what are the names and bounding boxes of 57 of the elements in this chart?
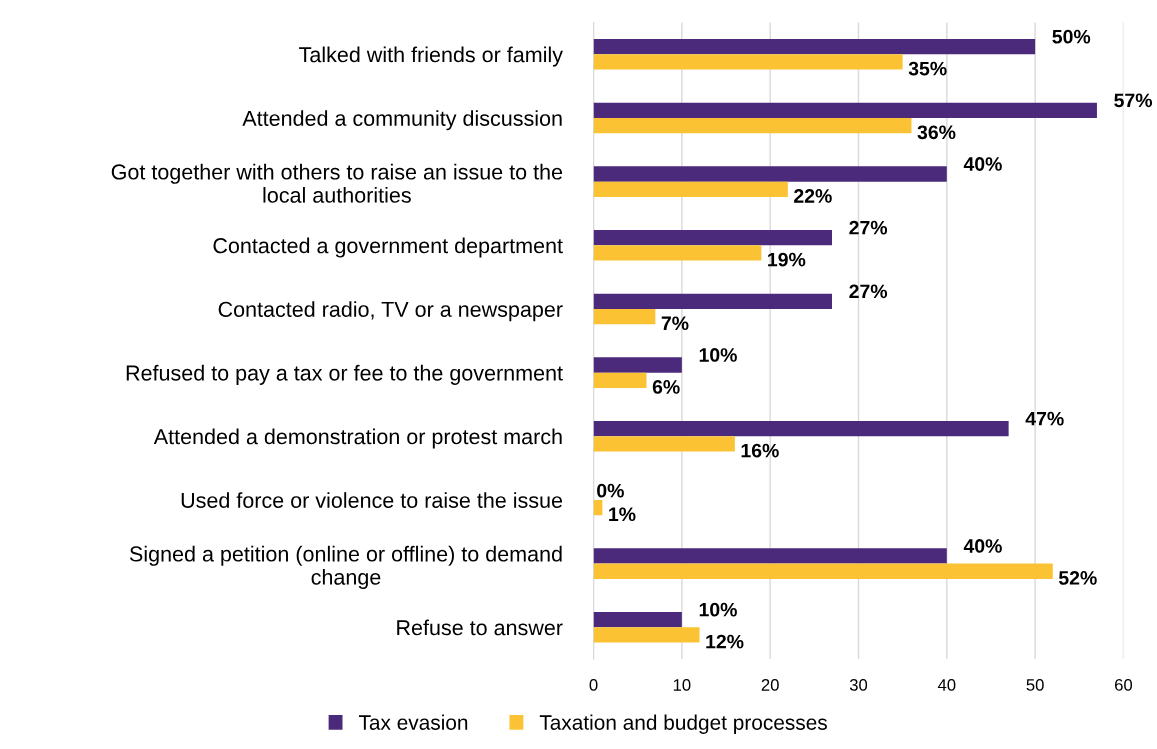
data-label: 12% [706,634,744,649]
bar [593,357,682,373]
y-tick-label: Refused to pay a tax or fee to the government [126,364,563,385]
y-tick-label: Talked with friends or family [299,46,563,67]
bar [593,308,656,325]
data-label: 27% [849,284,888,299]
y-tick-label: Got together with others to raise an issue to the local authorities [111,163,563,203]
data-label: 57% [1114,93,1153,108]
x-tick-label: 20 [761,679,779,691]
x-tick-label: 0 [589,679,598,691]
bar [593,548,947,564]
y-tick-label: Refuse to answer [397,619,563,636]
legend-label: Taxation and budget processes [539,714,827,734]
data-label: 6% [652,380,680,394]
y-tick-label: Attended a community discussion [242,110,562,131]
data-label: 47% [1025,411,1064,426]
bar [593,612,682,628]
data-label: 40% [963,539,1002,553]
bar [593,230,832,246]
bar [593,293,832,309]
data-label: 10% [699,602,737,617]
data-label: 40% [963,157,1002,171]
data-label: 7% [661,316,689,331]
data-label: 0% [597,483,624,498]
x-tick-label: 40 [937,679,956,691]
bar [593,372,647,388]
bar [593,117,912,134]
bar [593,181,788,197]
bar [593,166,947,182]
bar [593,627,700,643]
y-tick-label: Attended a demonstration or protest march [153,428,562,449]
y-tick-label: Contacted radio, TV or a newspaper [218,301,563,322]
bar [593,563,1053,579]
data-label: 35% [908,61,947,76]
data-label: 50% [1052,29,1091,44]
y-tick-label: Signed a petition (online or offline) to demand change [129,545,562,590]
bar [593,102,1097,118]
x-tick-label: 30 [849,679,868,691]
data-label: 10% [699,348,737,362]
bar [593,436,735,452]
data-label: 36% [917,125,956,140]
data-label: 52% [1058,571,1097,585]
data-label: 19% [768,252,806,267]
bar [593,54,903,70]
bar [593,39,1036,55]
bar [593,245,762,261]
legend-label: Tax evasion [358,714,468,730]
bar [593,421,1009,437]
x-tick-label: 60 [1115,679,1133,691]
data-label: 16% [741,443,779,458]
x-tick-label: 50 [1026,679,1044,691]
data-label: 1% [609,507,636,522]
data-label: 27% [849,220,888,235]
y-tick-label: Contacted a government department [213,237,563,258]
x-tick-label: 10 [673,679,691,691]
y-tick-label: Used force or violence to raise the issue [181,492,563,508]
data-label: 22% [794,189,832,203]
